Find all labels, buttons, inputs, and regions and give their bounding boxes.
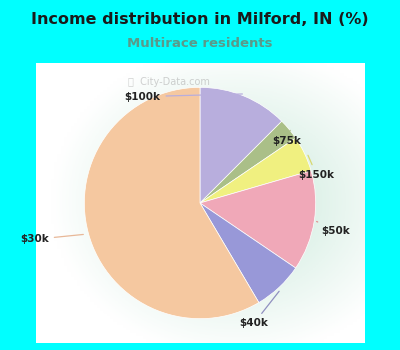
Text: Income distribution in Milford, IN (%): Income distribution in Milford, IN (%) [31, 12, 369, 27]
Wedge shape [200, 121, 296, 203]
Wedge shape [200, 203, 296, 302]
Text: $75k: $75k [272, 131, 301, 146]
Text: $150k: $150k [299, 155, 335, 180]
Text: $30k: $30k [20, 234, 83, 244]
Text: ⓘ  City-Data.com: ⓘ City-Data.com [128, 77, 210, 88]
Wedge shape [200, 171, 316, 268]
Text: Multirace residents: Multirace residents [127, 37, 273, 50]
Wedge shape [200, 88, 282, 203]
Text: $50k: $50k [317, 222, 350, 236]
Text: $40k: $40k [240, 291, 279, 328]
Text: $100k: $100k [124, 92, 242, 102]
Wedge shape [200, 138, 311, 203]
Wedge shape [84, 88, 259, 318]
